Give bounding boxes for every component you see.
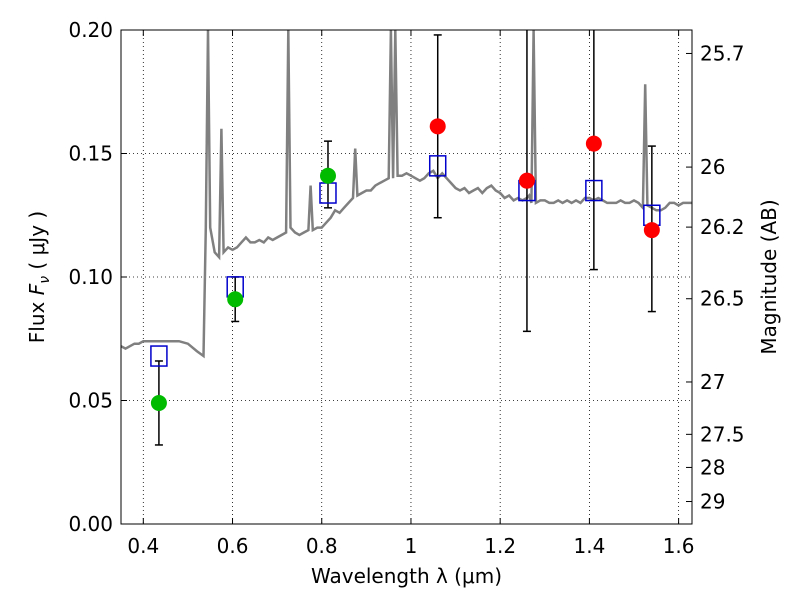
- y2-tick-label: 26: [700, 155, 725, 179]
- y-tick-label: 0.15: [68, 142, 113, 166]
- x-axis-title: Wavelength λ (μm): [311, 564, 502, 588]
- observed-nir-point: [643, 222, 660, 239]
- model-flux-square: [150, 345, 168, 367]
- axis-ticks: [121, 29, 692, 525]
- y-tick-label: 0.20: [68, 18, 113, 42]
- y2-tick-label: 27: [700, 370, 725, 394]
- y2-tick-label: 26.5: [700, 287, 745, 311]
- observed-optical-point: [227, 291, 244, 308]
- y2-tick-label: 27.5: [700, 422, 745, 446]
- observed-optical-point: [150, 394, 167, 411]
- y-axis-title: Flux Fν ( μJy ): [25, 211, 53, 343]
- y2-tick-label: 25.7: [700, 41, 745, 65]
- model-photometry-markers: [150, 155, 661, 367]
- y2-tick-label: 26.2: [700, 215, 745, 239]
- x-tick-label: 0.6: [217, 534, 249, 558]
- spectrum-line: [121, 30, 692, 359]
- y2-axis-title: Magnitude (AB): [757, 199, 781, 354]
- y2-tick-label: 28: [700, 455, 725, 479]
- y2-tick-label: 29: [700, 490, 725, 514]
- tick-labels: 0.4 0.6 0.8 1 1.2 1.4 1.6 0.00 0.05 0.10 0.15 0.20 2…: [68, 18, 744, 558]
- y-tick-label: 0.00: [68, 512, 113, 536]
- y-tick-label: 0.05: [68, 389, 113, 413]
- model-flux-square: [428, 155, 447, 177]
- x-tick-label: 1.4: [573, 534, 605, 558]
- observed-nir-point: [585, 135, 602, 152]
- error-bars: [154, 30, 656, 446]
- y-tick-label: 0.10: [68, 265, 113, 289]
- model-spectrum: [121, 30, 692, 359]
- x-tick-label: 1: [405, 534, 418, 558]
- observed-nir-point: [518, 172, 535, 189]
- x-tick-label: 0.4: [127, 534, 159, 558]
- observed-nir-point: [429, 118, 446, 135]
- model-flux-square: [585, 179, 603, 202]
- observed-optical-point: [319, 167, 336, 184]
- x-tick-label: 0.8: [306, 534, 338, 558]
- observed-photometry-markers: [150, 118, 660, 411]
- x-tick-label: 1.2: [484, 534, 516, 558]
- x-tick-label: 1.6: [663, 534, 695, 558]
